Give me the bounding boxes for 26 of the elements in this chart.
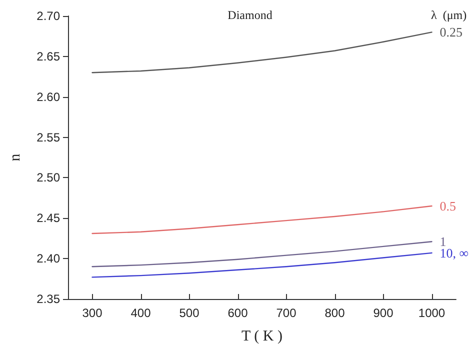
x-tick-label: 500 — [179, 306, 200, 320]
x-axis-title: T ( K ) — [242, 328, 282, 344]
y-tick-label: 2.55 — [36, 130, 60, 144]
x-tick-label: 300 — [82, 306, 103, 320]
series-label: 0.5 — [440, 198, 456, 214]
line-series — [92, 240, 432, 268]
y-tick-label: 2.50 — [36, 170, 60, 185]
y-tick-label: 2.35 — [36, 292, 60, 306]
y-tick-label: 2.45 — [36, 211, 60, 226]
y-axis-title: n — [8, 153, 24, 162]
y-tick-label: 2.65 — [36, 49, 60, 64]
y-tick-label: 2.60 — [36, 90, 60, 104]
x-tick-label: 800 — [324, 306, 346, 320]
x-tick-label: 1000 — [418, 306, 446, 320]
x-tick-label: 600 — [228, 306, 248, 320]
y-tick-label: 2.40 — [36, 252, 60, 266]
x-tick-label: 700 — [276, 306, 297, 320]
line-series — [92, 32, 432, 74]
x-tick-label: 900 — [373, 306, 394, 320]
legend-title: λ (μm) — [431, 8, 467, 22]
series-label: 0.25 — [440, 24, 462, 40]
x-tick-label: 400 — [130, 306, 152, 320]
line-series — [92, 252, 432, 278]
y-tick-label: 2.70 — [36, 9, 60, 23]
chart-title: Diamond — [228, 8, 272, 22]
line-series — [92, 205, 432, 234]
